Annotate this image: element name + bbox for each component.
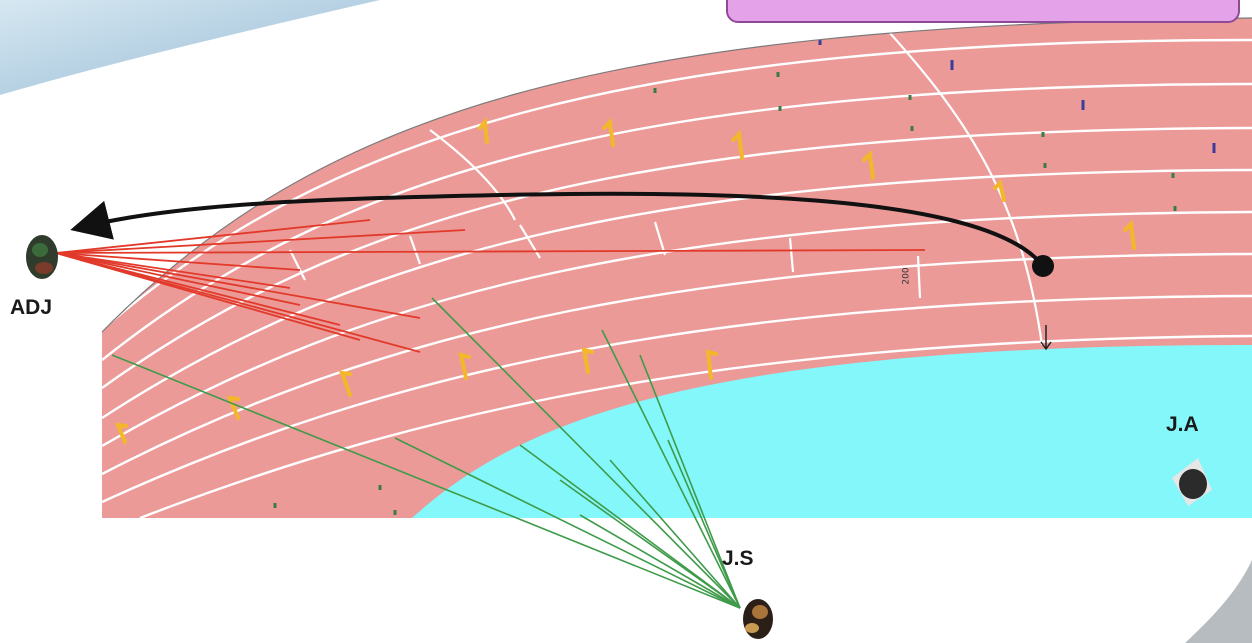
marble-background-top-left (0, 0, 380, 95)
judge-label-adj: ADJ (10, 296, 52, 320)
judge-label-js: J.S (722, 547, 754, 571)
judge-icon (26, 235, 58, 279)
title-box (727, 0, 1239, 22)
judge-label-ja: J.A (1166, 413, 1199, 437)
marble-background-bottom-right (1185, 560, 1252, 643)
judge-icon (743, 599, 773, 639)
distance-marker-200: 200 (902, 267, 912, 284)
runner-position-dot-icon (1032, 255, 1054, 277)
